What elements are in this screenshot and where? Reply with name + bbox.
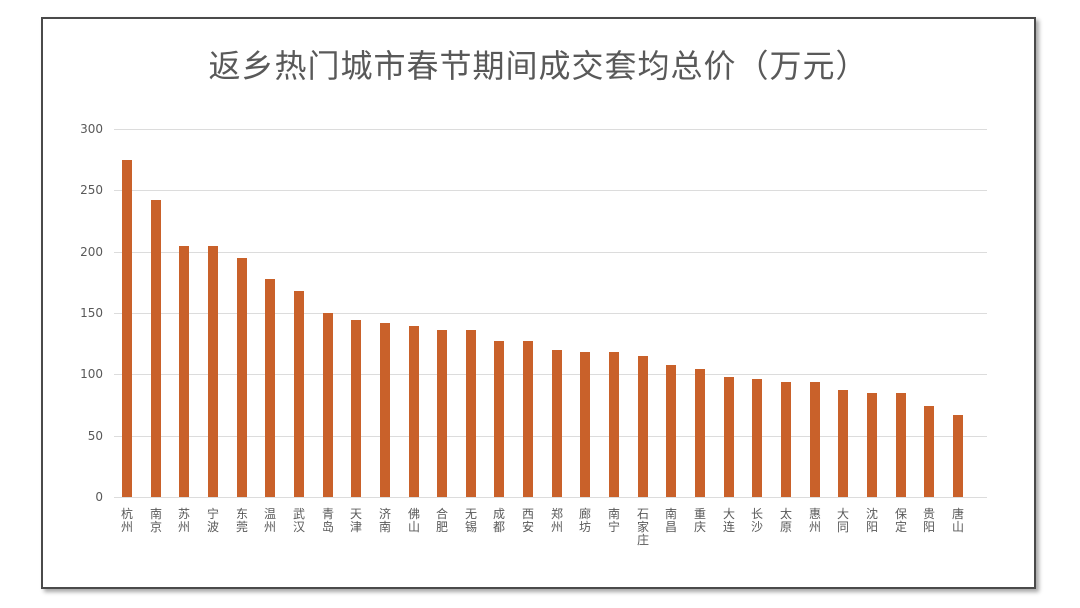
bar-大同 xyxy=(838,390,848,497)
x-tick-label: 济南 xyxy=(378,507,391,534)
bar-青岛 xyxy=(323,313,333,497)
x-tick-label: 郑州 xyxy=(550,507,563,534)
x-tick-label: 唐山 xyxy=(951,507,964,534)
bar-郑州 xyxy=(552,350,562,497)
bar-苏州 xyxy=(179,246,189,497)
bar-佛山 xyxy=(409,326,419,497)
x-tick-label: 佛山 xyxy=(407,507,420,534)
bar-保定 xyxy=(896,393,906,497)
plot-area: 0 50 100 150 200 250 300 杭州 南京 苏州 宁波 东莞 温州 武汉 青岛 天津 济南 佛山… xyxy=(43,19,1034,587)
bar-南昌 xyxy=(666,365,676,497)
x-tick-label: 苏州 xyxy=(177,507,190,534)
bar-武汉 xyxy=(294,291,304,497)
bar-惠州 xyxy=(810,382,820,497)
x-tick-label: 重庆 xyxy=(693,507,706,534)
bar-温州 xyxy=(265,279,275,497)
y-tick-label: 200 xyxy=(80,245,103,259)
gridline-300 xyxy=(114,129,987,130)
x-tick-label: 合肥 xyxy=(435,507,448,534)
x-tick-label: 廊坊 xyxy=(578,507,591,534)
x-tick-label: 南京 xyxy=(149,507,162,534)
y-tick-label: 100 xyxy=(80,367,103,381)
bar-沈阳 xyxy=(867,393,877,497)
x-tick-label: 武汉 xyxy=(292,507,305,534)
x-tick-label: 南昌 xyxy=(664,507,677,534)
bar-成都 xyxy=(494,341,504,497)
bar-南宁 xyxy=(609,352,619,497)
bar-太原 xyxy=(781,382,791,497)
y-tick-label: 50 xyxy=(87,429,103,443)
bar-贵阳 xyxy=(924,406,934,497)
x-tick-label: 石家庄 xyxy=(636,507,649,547)
gridline-150 xyxy=(114,313,987,314)
bar-南京 xyxy=(151,200,161,497)
bar-合肥 xyxy=(437,330,447,497)
x-tick-label: 青岛 xyxy=(321,507,334,534)
bar-无锡 xyxy=(466,330,476,497)
x-tick-label: 宁波 xyxy=(206,507,219,534)
bar-廊坊 xyxy=(580,352,590,497)
x-tick-label: 贵阳 xyxy=(922,507,935,534)
gridline-250 xyxy=(114,190,987,191)
chart-frame: 返乡热门城市春节期间成交套均总价（万元） 0 50 100 150 200 250 300 杭… xyxy=(41,17,1036,589)
gridline-50 xyxy=(114,436,987,437)
y-tick-label: 0 xyxy=(95,490,103,504)
x-tick-label: 无锡 xyxy=(464,507,477,534)
bar-宁波 xyxy=(208,246,218,497)
x-tick-label: 南宁 xyxy=(607,507,620,534)
x-tick-label: 保定 xyxy=(894,507,907,534)
bar-石家庄 xyxy=(638,356,648,497)
bar-大连 xyxy=(724,377,734,497)
y-tick-label: 150 xyxy=(80,306,103,320)
bar-东莞 xyxy=(237,258,247,497)
gridline-100 xyxy=(114,374,987,375)
x-tick-label: 天津 xyxy=(349,507,362,534)
x-tick-label: 太原 xyxy=(779,507,792,534)
x-tick-label: 大连 xyxy=(722,507,735,534)
gridline-0 xyxy=(114,497,987,498)
x-tick-label: 成都 xyxy=(492,507,505,534)
gridline-200 xyxy=(114,252,987,253)
bar-杭州 xyxy=(122,160,132,497)
chart-title: 返乡热门城市春节期间成交套均总价（万元） xyxy=(208,47,869,85)
bar-西安 xyxy=(523,341,533,497)
x-tick-label: 西安 xyxy=(521,507,534,534)
y-tick-label: 300 xyxy=(80,122,103,136)
x-tick-label: 大同 xyxy=(836,507,849,534)
x-tick-label: 温州 xyxy=(263,507,276,534)
x-tick-label: 沈阳 xyxy=(865,507,878,534)
x-tick-label: 东莞 xyxy=(235,507,248,534)
y-tick-label: 250 xyxy=(80,183,103,197)
bar-唐山 xyxy=(953,415,963,497)
x-tick-label: 杭州 xyxy=(120,507,133,534)
bar-天津 xyxy=(351,320,361,497)
x-tick-label: 长沙 xyxy=(750,507,763,534)
bar-长沙 xyxy=(752,379,762,497)
x-tick-label: 惠州 xyxy=(808,507,821,534)
bar-济南 xyxy=(380,323,390,497)
bar-重庆 xyxy=(695,369,705,497)
